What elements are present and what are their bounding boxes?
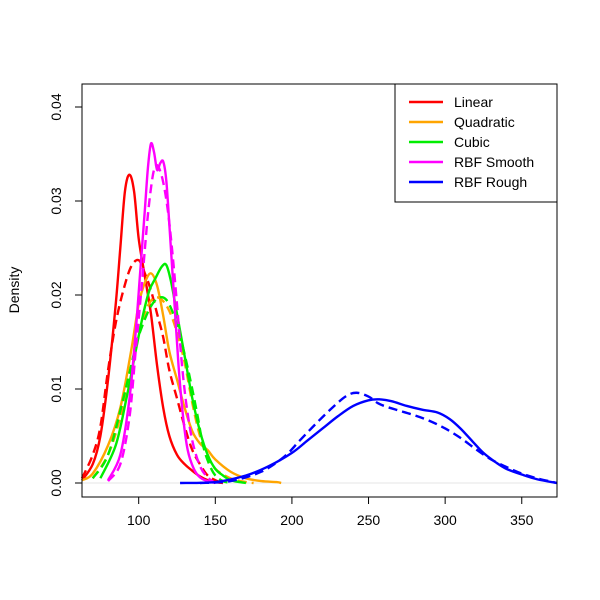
- y-tick-label: 0.02: [48, 281, 64, 308]
- y-tick-label: 0.03: [48, 187, 64, 214]
- series-line-quadratic-solid: [81, 272, 282, 485]
- legend-label-rbf-smooth: RBF Smooth: [454, 154, 534, 170]
- y-axis-title: Density: [6, 267, 22, 314]
- x-tick-label: 350: [510, 512, 534, 528]
- x-tick-label: 150: [204, 512, 228, 528]
- series-layer: [80, 141, 558, 485]
- legend-label-cubic: Cubic: [454, 134, 490, 150]
- legend: Linear Quadratic Cubic RBF Smooth RBF Rough: [394, 83, 558, 203]
- y-tick-label: 0.04: [48, 93, 64, 120]
- legend-label-rbf-rough: RBF Rough: [454, 174, 527, 190]
- legend-label-linear: Linear: [454, 94, 493, 110]
- series-line-rbf-smooth-dashed: [107, 163, 217, 484]
- y-axis: 0.00 0.01 0.02 0.03 0.04: [48, 93, 83, 497]
- x-tick-label: 250: [357, 512, 381, 528]
- series-line-rbf-rough-solid: [180, 398, 558, 485]
- y-tick-label: 0.00: [48, 469, 64, 496]
- legend-label-quadratic: Quadratic: [454, 114, 515, 130]
- x-axis: 100 150 200 250 300 350: [127, 496, 534, 528]
- x-tick-label: 100: [127, 512, 151, 528]
- series-line-rbf-rough-dashed: [199, 391, 558, 485]
- series-line-rbf-smooth-solid: [106, 141, 216, 485]
- y-tick-label: 0.01: [48, 375, 64, 402]
- x-tick-label: 200: [280, 512, 304, 528]
- x-tick-label: 300: [433, 512, 457, 528]
